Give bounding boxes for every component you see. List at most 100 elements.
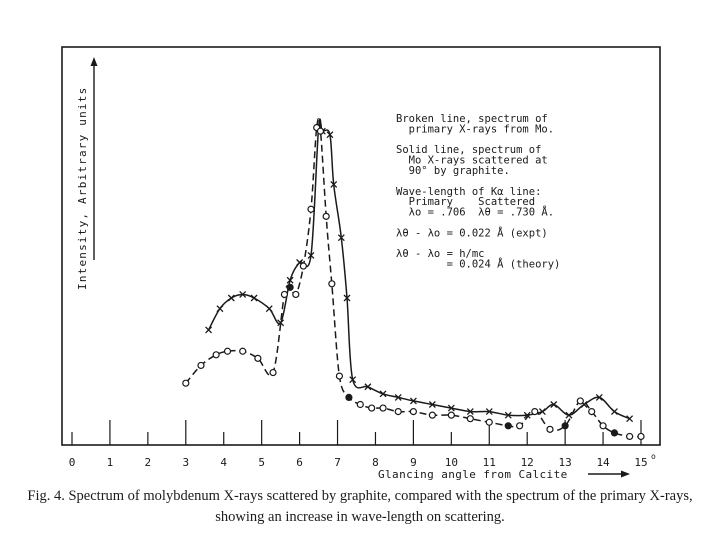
legend-line: Primary Scattered (396, 196, 535, 208)
scattered-data-point (265, 305, 273, 313)
primary-data-point (428, 411, 436, 419)
scattered-data-point (409, 397, 417, 405)
x-tick-label: 10 (445, 456, 458, 469)
x-tick-label: 7 (334, 456, 341, 469)
legend-line: λθ - λo = h/mc (396, 248, 485, 260)
x-tick-label: 8 (372, 456, 379, 469)
scattered-data-point (216, 305, 224, 313)
scattered-data-point (364, 383, 372, 391)
x-tick-label: 13 (559, 456, 572, 469)
x-tick-label: 2 (145, 456, 152, 469)
scattered-data-point (227, 294, 235, 302)
primary-data-point (637, 432, 645, 441)
x-tick-label: 15 (634, 456, 647, 469)
primary-data-point (466, 415, 474, 423)
scattered-data-point (343, 294, 351, 302)
scattered-data-point (595, 393, 603, 401)
scattered-data-point (239, 290, 247, 298)
primary-data-point (599, 422, 607, 430)
primary-data-point (269, 368, 277, 377)
x-axis-ticks (71, 420, 642, 445)
scattered-data-point (337, 234, 345, 242)
scattered-data-point (330, 180, 338, 188)
primary-data-point (299, 262, 307, 270)
scattered-data-point (349, 376, 357, 384)
scattered-data-point (428, 401, 436, 408)
x-tick-label: 14 (596, 456, 610, 469)
x-tick-label: 5 (258, 456, 265, 469)
x-tick-label: 12 (521, 456, 534, 469)
primary-data-point (316, 127, 325, 135)
x-tick-label: 1 (107, 456, 114, 469)
primary-data-point (561, 422, 569, 430)
scattered-data-point (277, 319, 285, 327)
primary-data-point (328, 280, 336, 288)
series-markers (182, 123, 645, 441)
primary-data-point (212, 351, 220, 359)
primary-data-point (223, 347, 232, 355)
y-axis-arrow (90, 57, 98, 260)
scattered-data-point (550, 401, 558, 408)
primary-data-point (182, 379, 190, 387)
x-axis-arrow (588, 470, 630, 478)
legend: Broken line, spectrum of primary X-rays … (396, 113, 560, 271)
figure-caption: Fig. 4. Spectrum of molybdenum X-rays sc… (27, 488, 693, 525)
legend-line: Broken line, spectrum of (396, 113, 548, 125)
primary-data-point (379, 404, 387, 412)
scattered-data-point (286, 276, 294, 284)
scattered-data-point (394, 393, 402, 401)
scattered-data-point (565, 411, 573, 419)
scattered-data-point (205, 326, 213, 334)
primary-data-point (197, 361, 205, 370)
y-axis-label: Intensity, Arbitrary units (76, 87, 89, 290)
primary-data-point (485, 418, 493, 426)
plot-border (61, 46, 661, 446)
scattered-data-point (447, 404, 455, 412)
primary-data-point (368, 404, 376, 412)
primary-data-point (516, 422, 524, 430)
x-tick-label: 3 (182, 456, 189, 469)
scattered-data-point (307, 251, 315, 259)
legend-line: λo = .706 λθ = .730 Å. (396, 206, 554, 219)
x-tick-label: 4 (220, 456, 227, 469)
scattered-data-point (466, 408, 474, 416)
x-tick-label: 0 (69, 456, 76, 469)
primary-data-point (504, 422, 512, 430)
scattered-data-point (523, 411, 531, 419)
scattered-data-point (504, 411, 512, 419)
primary-data-point (610, 429, 619, 437)
primary-data-point (409, 408, 417, 416)
primary-data-point (626, 432, 634, 441)
primary-data-point (546, 425, 554, 433)
primary-data-point (280, 290, 289, 299)
scattered-data-point (250, 294, 258, 302)
legend-line: = 0.024 Å (theory) (396, 258, 560, 271)
primary-data-point (307, 205, 315, 213)
scattered-data-point (326, 131, 334, 139)
legend-line: λθ - λo = 0.022 Å (expt) (396, 226, 548, 239)
primary-data-point (254, 354, 262, 362)
x-tick-label: 9 (410, 456, 417, 469)
legend-line: primary X-rays from Mo. (396, 123, 554, 135)
x-tick-label: 6 (296, 456, 303, 469)
x-axis-label: Glancing angle from Calcite (378, 468, 568, 481)
primary-data-point (335, 372, 344, 380)
legend-line: Wave-length of Kα line: (396, 186, 541, 198)
scattered-data-point (485, 408, 493, 416)
legend-line: Mo X-rays scattered at (396, 155, 548, 167)
legend-line: 90° by graphite. (396, 165, 510, 177)
scattered-spectrum-line (207, 118, 630, 420)
primary-data-point (322, 212, 330, 220)
scattered-data-point (379, 390, 387, 398)
x-degree-superscript: o (651, 452, 656, 461)
x-tick-label: 11 (483, 456, 496, 469)
primary-data-point (394, 408, 402, 416)
x-axis-tick-labels: 0 1 2 3 4 5 6 7 8 9 10 11 12 13 14 15 (69, 456, 648, 469)
primary-data-point (345, 393, 353, 401)
x-axis-degree-sign: o (651, 452, 656, 461)
primary-data-point (447, 411, 455, 419)
legend-line: Solid line, spectrum of (396, 144, 541, 156)
primary-data-point (356, 400, 364, 409)
primary-data-point (588, 408, 596, 416)
